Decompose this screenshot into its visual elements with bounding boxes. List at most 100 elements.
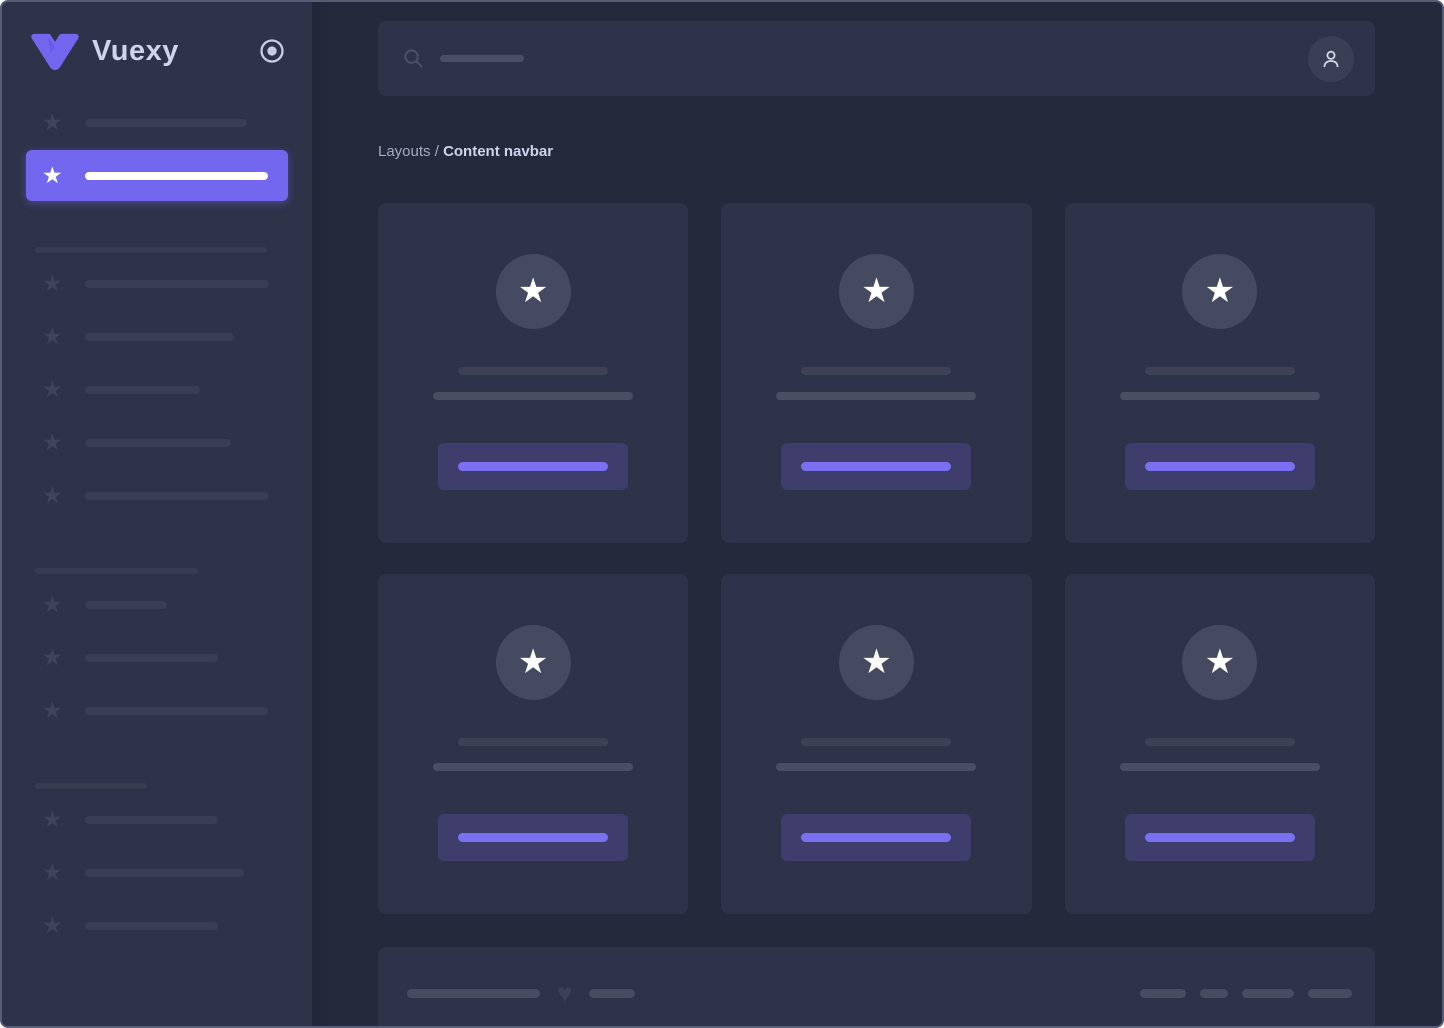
card-placeholder-line bbox=[433, 763, 634, 771]
sidebar-item-active[interactable]: ★ bbox=[26, 150, 288, 201]
section-placeholder-bar bbox=[35, 783, 147, 789]
content-card: ★ bbox=[378, 574, 689, 914]
star-icon: ★ bbox=[42, 591, 63, 617]
button-label-bar bbox=[801, 833, 952, 842]
menu-placeholder-bar bbox=[85, 815, 218, 824]
card-button[interactable] bbox=[438, 814, 629, 861]
heart-icon: ♥ bbox=[557, 978, 573, 1008]
card-placeholder-line bbox=[433, 392, 634, 400]
sidebar-header: Vuexy bbox=[2, 2, 312, 70]
footer-row: ♥ bbox=[407, 980, 1352, 1006]
footer-link-bar[interactable] bbox=[1140, 988, 1186, 998]
star-icon: ★ bbox=[861, 271, 892, 310]
card-placeholder-line bbox=[1144, 367, 1295, 375]
card-placeholder-line bbox=[458, 738, 609, 746]
sidebar-item[interactable]: ★ bbox=[2, 257, 312, 310]
card-button[interactable] bbox=[1124, 814, 1315, 861]
footer-placeholder-bar bbox=[589, 988, 636, 998]
radio-circle-icon[interactable] bbox=[258, 37, 286, 65]
sidebar-item[interactable]: ★ bbox=[2, 578, 312, 631]
star-icon: ★ bbox=[42, 697, 63, 723]
sidebar-item[interactable]: ★ bbox=[2, 684, 312, 737]
footer-placeholder-bar bbox=[407, 988, 540, 998]
card-avatar-circle: ★ bbox=[495, 625, 571, 700]
user-avatar-button[interactable] bbox=[1308, 35, 1354, 82]
search-placeholder-bar bbox=[440, 55, 524, 62]
star-icon: ★ bbox=[42, 644, 63, 670]
sidebar-section-divider bbox=[35, 568, 312, 574]
search-input[interactable] bbox=[402, 47, 1308, 70]
sidebar-item[interactable]: ★ bbox=[2, 416, 312, 469]
star-icon: ★ bbox=[517, 642, 549, 681]
star-icon: ★ bbox=[42, 912, 63, 938]
menu-placeholder-bar bbox=[85, 491, 269, 500]
brand-title: Vuexy bbox=[92, 34, 179, 67]
card-placeholder-line bbox=[776, 763, 977, 771]
sidebar: Vuexy ★ ★ ★ ★ ★ ★ ★ ★ ★ ★ ★ ★ ★ bbox=[2, 2, 312, 1026]
card-avatar-circle: ★ bbox=[838, 625, 914, 700]
button-label-bar bbox=[801, 462, 952, 471]
sidebar-item[interactable]: ★ bbox=[2, 793, 312, 846]
star-icon: ★ bbox=[42, 859, 63, 885]
content-card: ★ bbox=[1064, 574, 1375, 914]
card-avatar-circle: ★ bbox=[495, 254, 571, 329]
card-button[interactable] bbox=[781, 814, 972, 861]
footer-links bbox=[1140, 988, 1352, 998]
button-label-bar bbox=[1144, 833, 1295, 842]
sidebar-item[interactable]: ★ bbox=[2, 469, 312, 522]
menu-placeholder-bar bbox=[85, 385, 200, 394]
top-navbar bbox=[378, 21, 1375, 96]
content-card: ★ bbox=[721, 203, 1032, 543]
star-icon: ★ bbox=[42, 323, 63, 349]
card-button[interactable] bbox=[781, 443, 972, 490]
card-placeholder-line bbox=[1144, 738, 1295, 746]
sidebar-item[interactable]: ★ bbox=[2, 899, 312, 952]
breadcrumb-section[interactable]: Layouts bbox=[378, 143, 431, 160]
card-placeholder-line bbox=[801, 738, 952, 746]
sidebar-item[interactable]: ★ bbox=[2, 363, 312, 416]
star-icon: ★ bbox=[42, 376, 63, 402]
footer-link-bar[interactable] bbox=[1242, 988, 1294, 998]
card-button[interactable] bbox=[438, 443, 629, 490]
card-avatar-circle: ★ bbox=[838, 254, 914, 329]
section-placeholder-bar bbox=[35, 568, 198, 574]
sidebar-item[interactable]: ★ bbox=[2, 631, 312, 684]
star-icon: ★ bbox=[1204, 271, 1236, 310]
menu-placeholder-bar bbox=[85, 653, 218, 662]
menu-placeholder-bar bbox=[85, 171, 268, 180]
card-placeholder-line bbox=[1119, 392, 1320, 400]
vuexy-logo-icon bbox=[30, 32, 80, 70]
card-button[interactable] bbox=[1124, 443, 1315, 490]
sidebar-menu: ★ ★ ★ ★ ★ ★ ★ ★ ★ ★ ★ ★ ★ bbox=[2, 96, 312, 952]
star-icon: ★ bbox=[42, 109, 63, 135]
breadcrumb: Layouts / Content navbar bbox=[378, 143, 1375, 160]
menu-placeholder-bar bbox=[85, 279, 269, 288]
breadcrumb-current: Content navbar bbox=[443, 143, 554, 160]
menu-placeholder-bar bbox=[85, 868, 244, 877]
star-icon: ★ bbox=[42, 162, 63, 188]
star-icon: ★ bbox=[42, 270, 63, 296]
card-placeholder-line bbox=[1119, 763, 1320, 771]
card-placeholder-line bbox=[801, 367, 952, 375]
sidebar-item[interactable]: ★ bbox=[2, 310, 312, 363]
footer-link-bar[interactable] bbox=[1308, 988, 1352, 998]
button-label-bar bbox=[458, 833, 609, 842]
star-icon: ★ bbox=[517, 271, 549, 310]
star-icon: ★ bbox=[861, 642, 892, 681]
content-card: ★ bbox=[1064, 203, 1375, 543]
search-icon bbox=[402, 47, 425, 70]
footer-link-bar[interactable] bbox=[1200, 988, 1228, 998]
menu-placeholder-bar bbox=[85, 118, 247, 127]
menu-placeholder-bar bbox=[85, 332, 234, 341]
card-placeholder-line bbox=[458, 367, 609, 375]
sidebar-item[interactable]: ★ bbox=[2, 846, 312, 899]
star-icon: ★ bbox=[42, 429, 63, 455]
card-avatar-circle: ★ bbox=[1182, 625, 1258, 700]
menu-placeholder-bar bbox=[85, 921, 218, 930]
footer-left: ♥ bbox=[407, 978, 636, 1008]
sidebar-section-divider bbox=[35, 247, 312, 253]
sidebar-item[interactable]: ★ bbox=[2, 96, 312, 149]
person-icon bbox=[1319, 47, 1343, 71]
content-card: ★ bbox=[721, 574, 1032, 914]
